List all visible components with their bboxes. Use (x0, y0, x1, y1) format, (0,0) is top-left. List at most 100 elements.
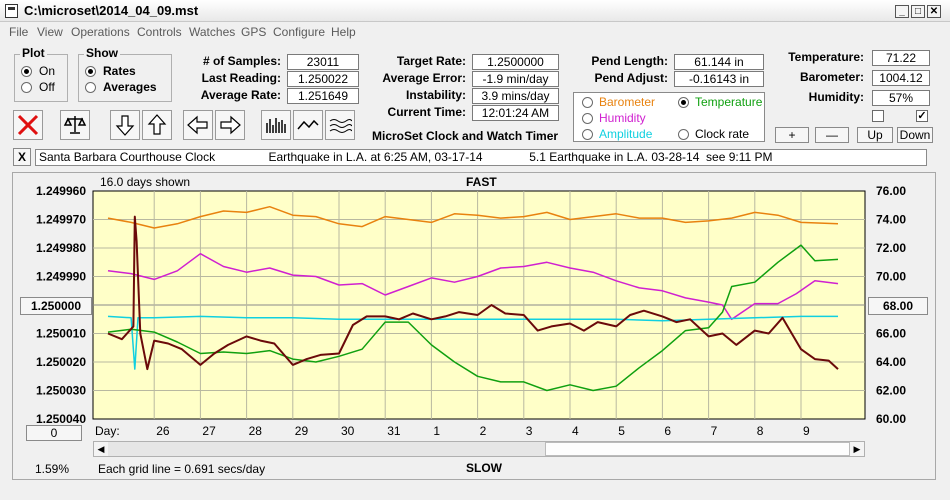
balance-button[interactable] (60, 110, 90, 140)
up-button[interactable]: Up (857, 127, 893, 143)
series-line-0 (107, 205, 839, 229)
down-arrow-icon (115, 115, 135, 136)
plot-off-radio[interactable] (21, 82, 32, 93)
app-caption: MicroSet Clock and Watch Timer (372, 129, 559, 143)
barometer-label: Barometer: (799, 70, 864, 84)
x-tick: 9 (803, 424, 810, 438)
x-tick: 2 (480, 424, 487, 438)
red-x-icon (17, 114, 39, 136)
amplitude-radio[interactable] (582, 129, 593, 140)
wave-icon (329, 119, 352, 133)
average-rate-value: 1.251649 (287, 88, 359, 104)
humidity-value: 57% (872, 90, 930, 106)
clockrate-radio[interactable] (678, 129, 689, 140)
x-tick: 6 (664, 424, 671, 438)
current-time-label: Current Time: (387, 105, 466, 119)
show-rates-radio[interactable] (85, 66, 96, 77)
offset-zero-button[interactable]: 0 (26, 425, 82, 441)
bars-icon (266, 118, 286, 133)
minimize-button[interactable]: _ (895, 5, 909, 18)
humidity-label: Humidity: (808, 90, 864, 104)
up-arrow-button[interactable] (142, 110, 172, 140)
menu-configure[interactable]: Configure (273, 25, 326, 39)
menu-watches[interactable]: Watches (189, 25, 236, 39)
menu-gps[interactable]: GPS (241, 25, 267, 39)
y-right-tick: 72.00 (876, 241, 906, 255)
fast-label: FAST (466, 175, 497, 189)
humidity-radio[interactable] (582, 113, 593, 124)
pend-length-value[interactable]: 61.144 in (674, 54, 764, 70)
y-left-tick: 1.249960 (36, 184, 86, 198)
plot-on-radio[interactable] (21, 66, 32, 77)
series-line-1 (107, 252, 839, 321)
x-tick: 31 (387, 424, 401, 438)
scroll-left-icon[interactable]: ◀ (94, 442, 108, 456)
notes-field[interactable]: Santa Barbara Courthouse Clock Earthquak… (35, 149, 927, 166)
plus-button[interactable]: + (775, 127, 809, 143)
samples-label: # of Samples: (202, 54, 281, 68)
minus-button[interactable]: — (815, 127, 849, 143)
bars-view-button[interactable] (261, 110, 291, 140)
instability-value: 3.9 mins/day (472, 88, 559, 104)
y-left-tick: 1.250020 (36, 355, 86, 369)
maximize-button[interactable]: □ (911, 5, 925, 18)
day-label: Day: (95, 424, 120, 438)
barometer-option: Barometer (599, 95, 656, 109)
x-tick: 7 (711, 424, 718, 438)
x-tick: 4 (572, 424, 579, 438)
window-title: C:\microset\2014_04_09.mst (24, 3, 199, 18)
menu-help[interactable]: Help (331, 25, 356, 39)
down-arrow-button[interactable] (110, 110, 140, 140)
pend-adjust-label: Pend Adjust: (594, 71, 668, 85)
right-arrow-button[interactable] (215, 110, 245, 140)
y-left-tick: 1.249980 (36, 241, 86, 255)
show-group-label: Show (84, 46, 120, 60)
menu-operations[interactable]: Operations (71, 25, 130, 39)
notes-close-button[interactable]: X (13, 148, 31, 166)
barometer-value: 1004.12 (872, 70, 930, 86)
scroll-thumb[interactable] (545, 442, 850, 456)
clockrate-option: Clock rate (695, 127, 750, 141)
line-view-button[interactable] (293, 110, 323, 140)
average-rate-label: Average Rate: (200, 88, 281, 102)
y-right-tick: 74.00 (876, 213, 906, 227)
center-sensor-button[interactable]: 68.00 (868, 297, 928, 315)
menu-controls[interactable]: Controls (137, 25, 182, 39)
y-right-tick: 70.00 (876, 270, 906, 284)
last-reading-label: Last Reading: (201, 71, 281, 85)
left-arrow-button[interactable] (183, 110, 213, 140)
target-rate-value[interactable]: 1.2500000 (472, 54, 559, 70)
x-tick: 8 (757, 424, 764, 438)
temperature-option: Temperature (695, 95, 763, 109)
show-rates-label: Rates (103, 64, 136, 78)
checkbox-right[interactable]: ✓ (916, 110, 928, 122)
last-reading-value: 1.250022 (287, 71, 359, 87)
wave-view-button[interactable] (325, 110, 355, 140)
barometer-radio[interactable] (582, 97, 593, 108)
samples-value: 23011 (287, 54, 359, 70)
y-right-tick: 62.00 (876, 384, 906, 398)
menu-bar: File View Operations Controls Watches GP… (0, 22, 950, 42)
y-right-tick: 60.00 (876, 412, 906, 426)
down-button[interactable]: Down (897, 127, 933, 143)
days-shown-label: 16.0 days shown (100, 175, 191, 189)
x-tick: 28 (249, 424, 263, 438)
menu-file[interactable]: File (9, 25, 29, 39)
stop-button[interactable] (13, 110, 43, 140)
checkbox-left[interactable] (872, 110, 884, 122)
scale-icon (63, 116, 87, 134)
show-averages-radio[interactable] (85, 82, 96, 93)
menu-view[interactable]: View (37, 25, 63, 39)
percent-label: 1.59% (35, 462, 70, 476)
x-tick: 26 (156, 424, 170, 438)
center-rate-button[interactable]: 1.250000 (20, 297, 92, 315)
series-line-2 (107, 315, 838, 370)
scroll-right-icon[interactable]: ▶ (850, 442, 864, 456)
temperature-radio[interactable] (678, 97, 689, 108)
x-tick: 27 (202, 424, 216, 438)
show-group (78, 54, 172, 102)
close-button[interactable]: ✕ (927, 5, 941, 18)
pend-length-label: Pend Length: (591, 54, 668, 68)
y-left-tick: 1.249990 (36, 270, 86, 284)
current-time-value: 12:01:24 AM (472, 105, 559, 121)
